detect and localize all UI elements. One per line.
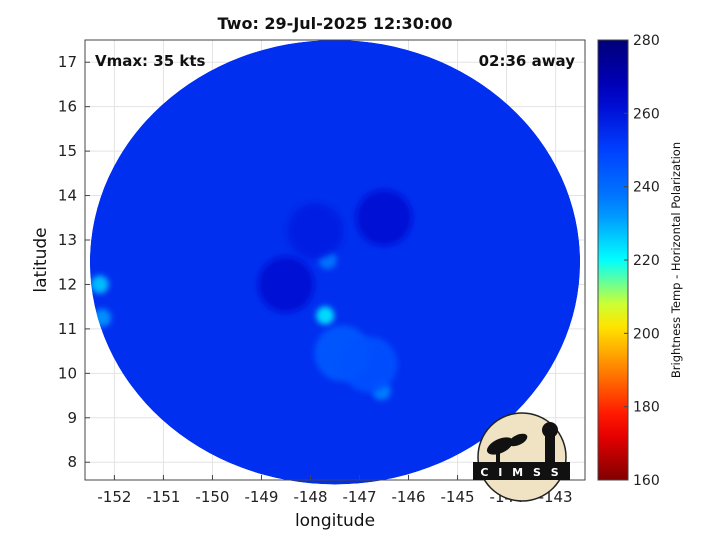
y-tick-label: 15 bbox=[58, 142, 77, 160]
x-tick-label: -150 bbox=[195, 488, 229, 506]
y-tick-label: 12 bbox=[58, 275, 77, 293]
colorbar-tick-label: 180 bbox=[633, 400, 660, 416]
y-tick-label: 14 bbox=[58, 187, 77, 205]
colorbar-tick-label: 220 bbox=[633, 253, 660, 269]
tb-feature bbox=[316, 306, 335, 325]
axes-box bbox=[84, 39, 586, 481]
cimss-logo: C I M S S bbox=[473, 412, 570, 502]
colorbar-tick-label: 280 bbox=[633, 33, 660, 49]
chart-title: Two: 29-Jul-2025 12:30:00 bbox=[217, 14, 453, 33]
swath-image bbox=[89, 40, 581, 485]
colorbar bbox=[597, 39, 629, 481]
logo-dish bbox=[486, 437, 514, 455]
colorbar-label: Brightness Temp - Horizontal Polarizatio… bbox=[669, 141, 683, 379]
x-tick-label: -148 bbox=[293, 488, 327, 506]
logo-tower-top bbox=[542, 422, 558, 438]
colorbar-tick-label: 240 bbox=[633, 180, 660, 196]
x-tick-label: -152 bbox=[97, 488, 131, 506]
logo-text: C I M S S bbox=[480, 466, 561, 479]
logo-dish-stand bbox=[496, 448, 500, 462]
tb-feature bbox=[356, 189, 413, 246]
x-tick-label: -146 bbox=[392, 488, 426, 506]
logo-dish bbox=[508, 433, 528, 447]
x-tick-label: -149 bbox=[244, 488, 278, 506]
y-tick-label: 13 bbox=[58, 231, 77, 249]
y-tick-label: 8 bbox=[67, 453, 77, 471]
y-tick-label: 17 bbox=[58, 53, 77, 71]
colorbar-tick-label: 260 bbox=[633, 106, 660, 122]
y-tick-label: 11 bbox=[58, 320, 77, 338]
y-tick-label: 9 bbox=[67, 409, 77, 427]
tb-feature bbox=[257, 256, 314, 313]
tb-feature bbox=[90, 275, 109, 294]
logo-tower bbox=[545, 432, 555, 464]
vmax-label: Vmax: 35 kts bbox=[95, 52, 206, 70]
tb-feature bbox=[341, 336, 398, 393]
x-tick-label: -145 bbox=[441, 488, 475, 506]
tb-feature bbox=[287, 203, 344, 260]
y-tick-label: 16 bbox=[58, 98, 77, 116]
time-away-label: 02:36 away bbox=[478, 52, 575, 70]
colorbar-tick-label: 160 bbox=[633, 473, 660, 489]
y-tick-label: 10 bbox=[58, 364, 77, 382]
logo-band bbox=[473, 462, 570, 480]
y-axis-label: latitude bbox=[31, 227, 51, 293]
x-axis-label: longitude bbox=[294, 511, 376, 531]
x-tick-label: -151 bbox=[146, 488, 180, 506]
colorbar-tick-label: 200 bbox=[633, 326, 660, 342]
x-tick-label: -147 bbox=[342, 488, 376, 506]
